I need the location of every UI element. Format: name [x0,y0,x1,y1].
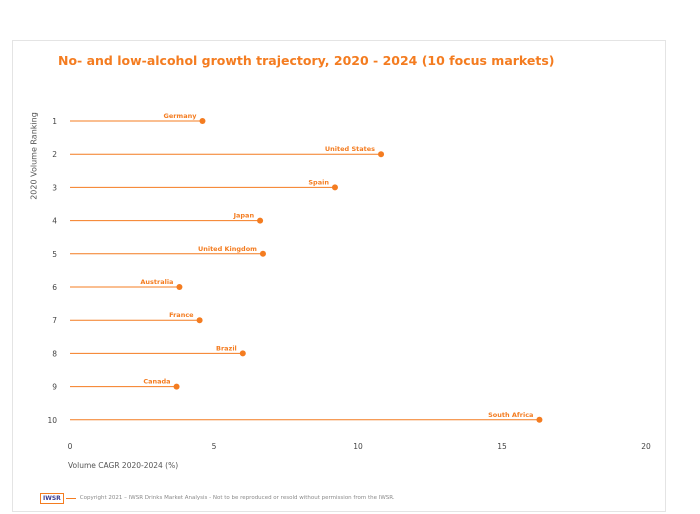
rank-label: 10 [47,416,57,425]
footer: IWSR Copyright 2021 – IWSR Drinks Market… [40,491,395,505]
iwsr-logo: IWSR [40,492,64,504]
country-label: Japan [233,212,255,220]
country-label: France [169,311,194,319]
data-point [259,250,266,257]
data-point [173,383,180,390]
rank-label: 8 [52,349,57,358]
data-point [176,284,183,290]
data-point [378,151,385,158]
data-point [239,350,246,357]
country-label: Canada [143,378,170,386]
rank-label: 9 [52,383,57,392]
country-label: Spain [308,178,329,186]
rank-label: 2 [52,150,57,159]
rank-label: 4 [52,217,57,226]
x-tick-label: 10 [353,442,363,451]
chart-frame [12,40,666,512]
data-point [536,416,543,423]
x-axis-label: Volume CAGR 2020-2024 (%) [68,461,179,470]
data-point [331,184,338,191]
x-tick-label: 15 [497,442,507,451]
country-label: United States [325,145,375,153]
chart-title: No- and low-alcohol growth trajectory, 2… [58,53,555,68]
rank-label: 3 [52,183,57,192]
rank-label: 1 [52,117,57,126]
x-tick-label: 5 [212,442,217,451]
country-label: Australia [140,278,173,286]
rank-label: 5 [52,250,57,259]
country-label: South Africa [488,411,533,419]
logo-divider [65,497,76,499]
rank-label: 7 [52,316,57,325]
data-point [199,118,206,124]
data-point [196,317,203,324]
country-label: Germany [163,112,197,120]
country-label: United Kingdom [198,245,257,253]
x-tick-label: 20 [641,442,651,451]
x-tick-label: 0 [68,442,73,451]
copyright-text: Copyright 2021 – IWSR Drinks Market Anal… [79,495,395,501]
country-label: Brazil [216,344,237,352]
data-point [257,217,264,224]
rank-label: 6 [52,283,57,292]
